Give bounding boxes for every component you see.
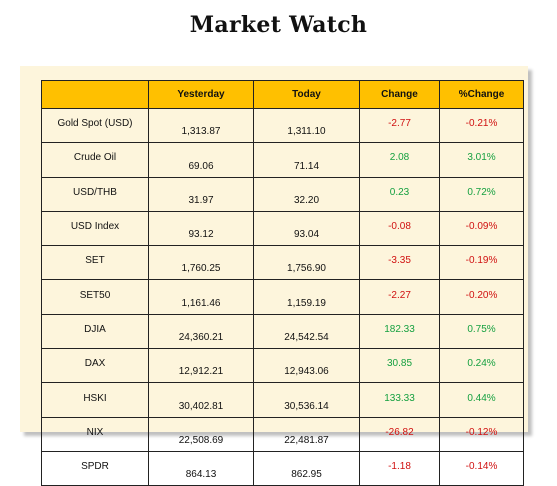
row-pct-change: -0.20%: [439, 279, 524, 315]
row-pct-change: -0.21%: [439, 107, 524, 144]
page-title: Market Watch: [189, 12, 368, 38]
row-change: -1.18: [359, 450, 440, 486]
header-instrument: [41, 80, 149, 109]
row-today: 93.04: [253, 210, 360, 247]
row-name: DAX: [41, 348, 149, 384]
header-change: Change: [359, 80, 440, 109]
row-change: 2.08: [359, 142, 440, 178]
row-today: 12,943.06: [253, 348, 360, 384]
row-change: 0.23: [359, 176, 440, 212]
row-change: -26.82: [359, 416, 440, 452]
table-row: SPDR 864.13 862.95 -1.18 -0.14%: [41, 450, 524, 486]
row-change: 182.33: [359, 313, 440, 350]
row-name: SPDR: [41, 450, 149, 486]
table-row: SET50 1,161.46 1,159.19 -2.27 -0.20%: [41, 279, 524, 315]
row-today: 71.14: [253, 142, 360, 178]
table-row: HSKI 30,402.81 30,536.14 133.33 0.44%: [41, 382, 524, 418]
table-row: USD Index 93.12 93.04 -0.08 -0.09%: [41, 210, 524, 247]
row-today: 1,159.19: [253, 279, 360, 315]
table-row: DJIA 24,360.21 24,542.54 182.33 0.75%: [41, 313, 524, 350]
row-change: -2.77: [359, 107, 440, 144]
row-yesterday: 12,912.21: [148, 348, 254, 384]
row-today: 862.95: [253, 450, 360, 486]
row-yesterday: 30,402.81: [148, 382, 254, 418]
table-row: SET 1,760.25 1,756.90 -3.35 -0.19%: [41, 245, 524, 281]
row-today: 24,542.54: [253, 313, 360, 350]
header-row: Yesterday Today Change %Change: [41, 80, 524, 109]
row-name: Crude Oil: [41, 142, 149, 178]
row-pct-change: -0.14%: [439, 450, 524, 486]
row-name: DJIA: [41, 313, 149, 350]
row-today: 30,536.14: [253, 382, 360, 418]
row-pct-change: 3.01%: [439, 142, 524, 178]
row-name: SET: [41, 245, 149, 281]
row-today: 1,756.90: [253, 245, 360, 281]
row-pct-change: 0.24%: [439, 348, 524, 384]
row-today: 1,311.10: [253, 107, 360, 144]
table-row: DAX 12,912.21 12,943.06 30.85 0.24%: [41, 348, 524, 384]
header-today: Today: [253, 80, 360, 109]
row-change: -3.35: [359, 245, 440, 281]
table-row: Crude Oil 69.06 71.14 2.08 3.01%: [41, 142, 524, 178]
row-yesterday: 1,760.25: [148, 245, 254, 281]
row-name: USD Index: [41, 210, 149, 247]
row-yesterday: 1,161.46: [148, 279, 254, 315]
row-name: SET50: [41, 279, 149, 315]
row-yesterday: 864.13: [148, 450, 254, 486]
row-pct-change: 0.75%: [439, 313, 524, 350]
row-yesterday: 69.06: [148, 142, 254, 178]
row-pct-change: -0.19%: [439, 245, 524, 281]
row-pct-change: 0.72%: [439, 176, 524, 212]
row-change: 30.85: [359, 348, 440, 384]
row-yesterday: 93.12: [148, 210, 254, 247]
row-change: -0.08: [359, 210, 440, 247]
table-row: USD/THB 31.97 32.20 0.23 0.72%: [41, 176, 524, 212]
row-pct-change: -0.12%: [439, 416, 524, 452]
row-pct-change: -0.09%: [439, 210, 524, 247]
table-row: Gold Spot (USD) 1,313.87 1,311.10 -2.77 -0.2…: [41, 107, 524, 144]
row-name: HSKI: [41, 382, 149, 418]
row-name: USD/THB: [41, 176, 149, 212]
row-change: 133.33: [359, 382, 440, 418]
row-yesterday: 31.97: [148, 176, 254, 212]
row-yesterday: 24,360.21: [148, 313, 254, 350]
table-row: NIX 22,508.69 22,481.87 -26.82 -0.12%: [41, 416, 524, 452]
row-name: Gold Spot (USD): [41, 107, 149, 144]
row-yesterday: 22,508.69: [148, 416, 254, 452]
row-yesterday: 1,313.87: [148, 107, 254, 144]
row-today: 32.20: [253, 176, 360, 212]
row-change: -2.27: [359, 279, 440, 315]
header-yesterday: Yesterday: [148, 80, 254, 109]
row-name: NIX: [41, 416, 149, 452]
row-pct-change: 0.44%: [439, 382, 524, 418]
market-table: Yesterday Today Change %Change Gold Spot…: [41, 80, 524, 486]
row-today: 22,481.87: [253, 416, 360, 452]
header-pct-change: %Change: [439, 80, 524, 109]
